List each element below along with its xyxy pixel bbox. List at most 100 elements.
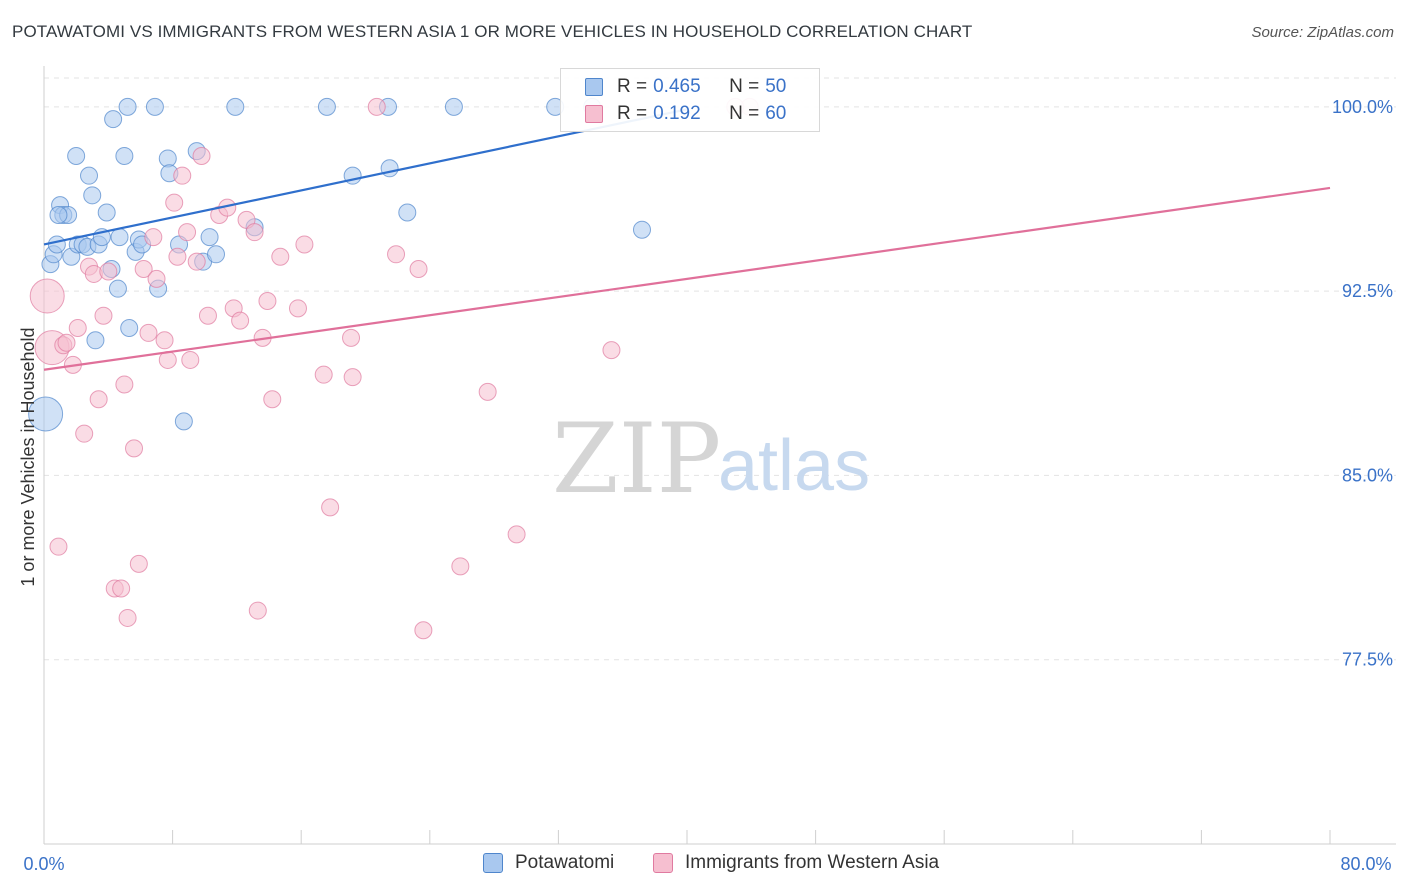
data-point bbox=[108, 279, 127, 298]
data-point bbox=[99, 262, 118, 281]
x-tick-label: 80.0% bbox=[1340, 854, 1391, 874]
watermark-zip: ZIP bbox=[552, 403, 721, 515]
data-point bbox=[89, 390, 108, 409]
data-point bbox=[145, 97, 164, 116]
legend-item-western-asia[interactable]: Immigrants from Western Asia bbox=[653, 852, 939, 874]
data-point bbox=[444, 97, 463, 116]
data-point bbox=[367, 97, 386, 116]
data-point bbox=[181, 350, 200, 369]
data-point bbox=[68, 319, 87, 337]
data-point bbox=[49, 537, 68, 556]
data-point bbox=[248, 601, 267, 620]
data-point bbox=[118, 608, 137, 627]
legend-n-label: N = bbox=[729, 103, 760, 124]
legend-n-value: 60 bbox=[765, 103, 787, 124]
y-tick-label: 85.0% bbox=[1342, 465, 1393, 485]
data-points bbox=[28, 97, 759, 640]
legend-r-value: 0.465 bbox=[653, 76, 701, 97]
data-point bbox=[321, 498, 340, 517]
data-point bbox=[198, 306, 217, 325]
legend-swatch-potawatomi bbox=[483, 853, 503, 873]
legend-r-label: R = bbox=[617, 76, 648, 97]
data-point bbox=[263, 390, 282, 409]
data-point bbox=[86, 331, 105, 350]
data-point bbox=[173, 166, 192, 185]
data-point bbox=[97, 203, 116, 222]
x-tick-labels: 0.0% 80.0% bbox=[23, 854, 1391, 874]
grid-lines bbox=[44, 77, 1396, 661]
data-point bbox=[192, 147, 211, 165]
data-point bbox=[226, 97, 245, 116]
data-point bbox=[112, 579, 131, 598]
data-point bbox=[115, 147, 134, 165]
data-point bbox=[258, 291, 277, 310]
data-point bbox=[168, 247, 187, 266]
data-point bbox=[125, 439, 144, 458]
legend-swatch-western-asia bbox=[585, 105, 603, 123]
data-point bbox=[120, 319, 139, 337]
data-point bbox=[342, 328, 361, 347]
data-point bbox=[343, 368, 362, 387]
data-point bbox=[398, 203, 417, 222]
data-point bbox=[83, 186, 102, 205]
legend-n-label: N = bbox=[729, 76, 760, 97]
legend-n-value: 50 bbox=[765, 76, 787, 97]
legend-r-label: R = bbox=[617, 103, 648, 124]
legend-row-western-asia: R = 0.192 N = 60 bbox=[585, 101, 786, 127]
chart-title: POTAWATOMI VS IMMIGRANTS FROM WESTERN AS… bbox=[12, 22, 973, 41]
legend-r-value: 0.192 bbox=[653, 103, 701, 124]
data-point bbox=[29, 278, 65, 314]
y-tick-labels: 77.5% 85.0% 92.5% 100.0% bbox=[1332, 97, 1393, 670]
data-point bbox=[134, 260, 153, 279]
data-point bbox=[94, 306, 113, 325]
trend-line-western-asia bbox=[43, 186, 1331, 371]
data-point bbox=[144, 228, 163, 247]
data-point bbox=[380, 159, 399, 178]
data-point bbox=[207, 245, 226, 264]
data-point bbox=[387, 245, 406, 264]
y-tick-label: 77.5% bbox=[1342, 650, 1393, 670]
data-point bbox=[414, 621, 433, 640]
data-point bbox=[110, 228, 129, 247]
data-point bbox=[314, 365, 333, 384]
data-point bbox=[178, 223, 197, 242]
data-point bbox=[129, 554, 148, 573]
series-legend: Potawatomi Immigrants from Western Asia bbox=[0, 852, 1406, 878]
data-point bbox=[245, 223, 264, 242]
data-point bbox=[118, 97, 137, 116]
data-point bbox=[602, 341, 621, 360]
data-point bbox=[67, 147, 86, 165]
x-tick-label: 0.0% bbox=[23, 854, 64, 874]
data-point bbox=[317, 97, 336, 116]
trend-lines bbox=[43, 108, 1331, 371]
data-point bbox=[451, 557, 470, 576]
y-tick-label: 92.5% bbox=[1342, 281, 1393, 301]
data-point bbox=[231, 311, 250, 330]
data-point bbox=[174, 412, 193, 431]
data-point bbox=[165, 193, 184, 212]
legend-row-potawatomi: R = 0.465 N = 50 bbox=[585, 74, 786, 100]
data-point bbox=[80, 166, 99, 185]
data-point bbox=[147, 269, 166, 288]
series-western-asia bbox=[29, 97, 759, 640]
data-point bbox=[115, 375, 134, 394]
data-point bbox=[104, 110, 123, 129]
data-point bbox=[155, 331, 174, 350]
data-point bbox=[47, 235, 66, 254]
legend-item-potawatomi[interactable]: Potawatomi bbox=[483, 852, 614, 874]
legend-label-western-asia: Immigrants from Western Asia bbox=[685, 852, 940, 873]
data-point bbox=[28, 396, 64, 432]
data-point bbox=[200, 228, 219, 247]
y-axis-label: 1 or more Vehicles in Household bbox=[18, 327, 38, 586]
data-point bbox=[187, 252, 206, 271]
data-point bbox=[632, 220, 651, 239]
data-point bbox=[271, 247, 290, 266]
data-point bbox=[409, 260, 428, 279]
source-label: Source: ZipAtlas.com bbox=[1251, 24, 1394, 41]
data-point bbox=[57, 333, 76, 352]
legend-swatch-western-asia bbox=[653, 853, 673, 873]
watermark-atlas: atlas bbox=[718, 426, 870, 506]
y-tick-label: 100.0% bbox=[1332, 97, 1393, 117]
correlation-legend: R = 0.465 N = 50 R = 0.192 N = 60 bbox=[560, 68, 820, 132]
